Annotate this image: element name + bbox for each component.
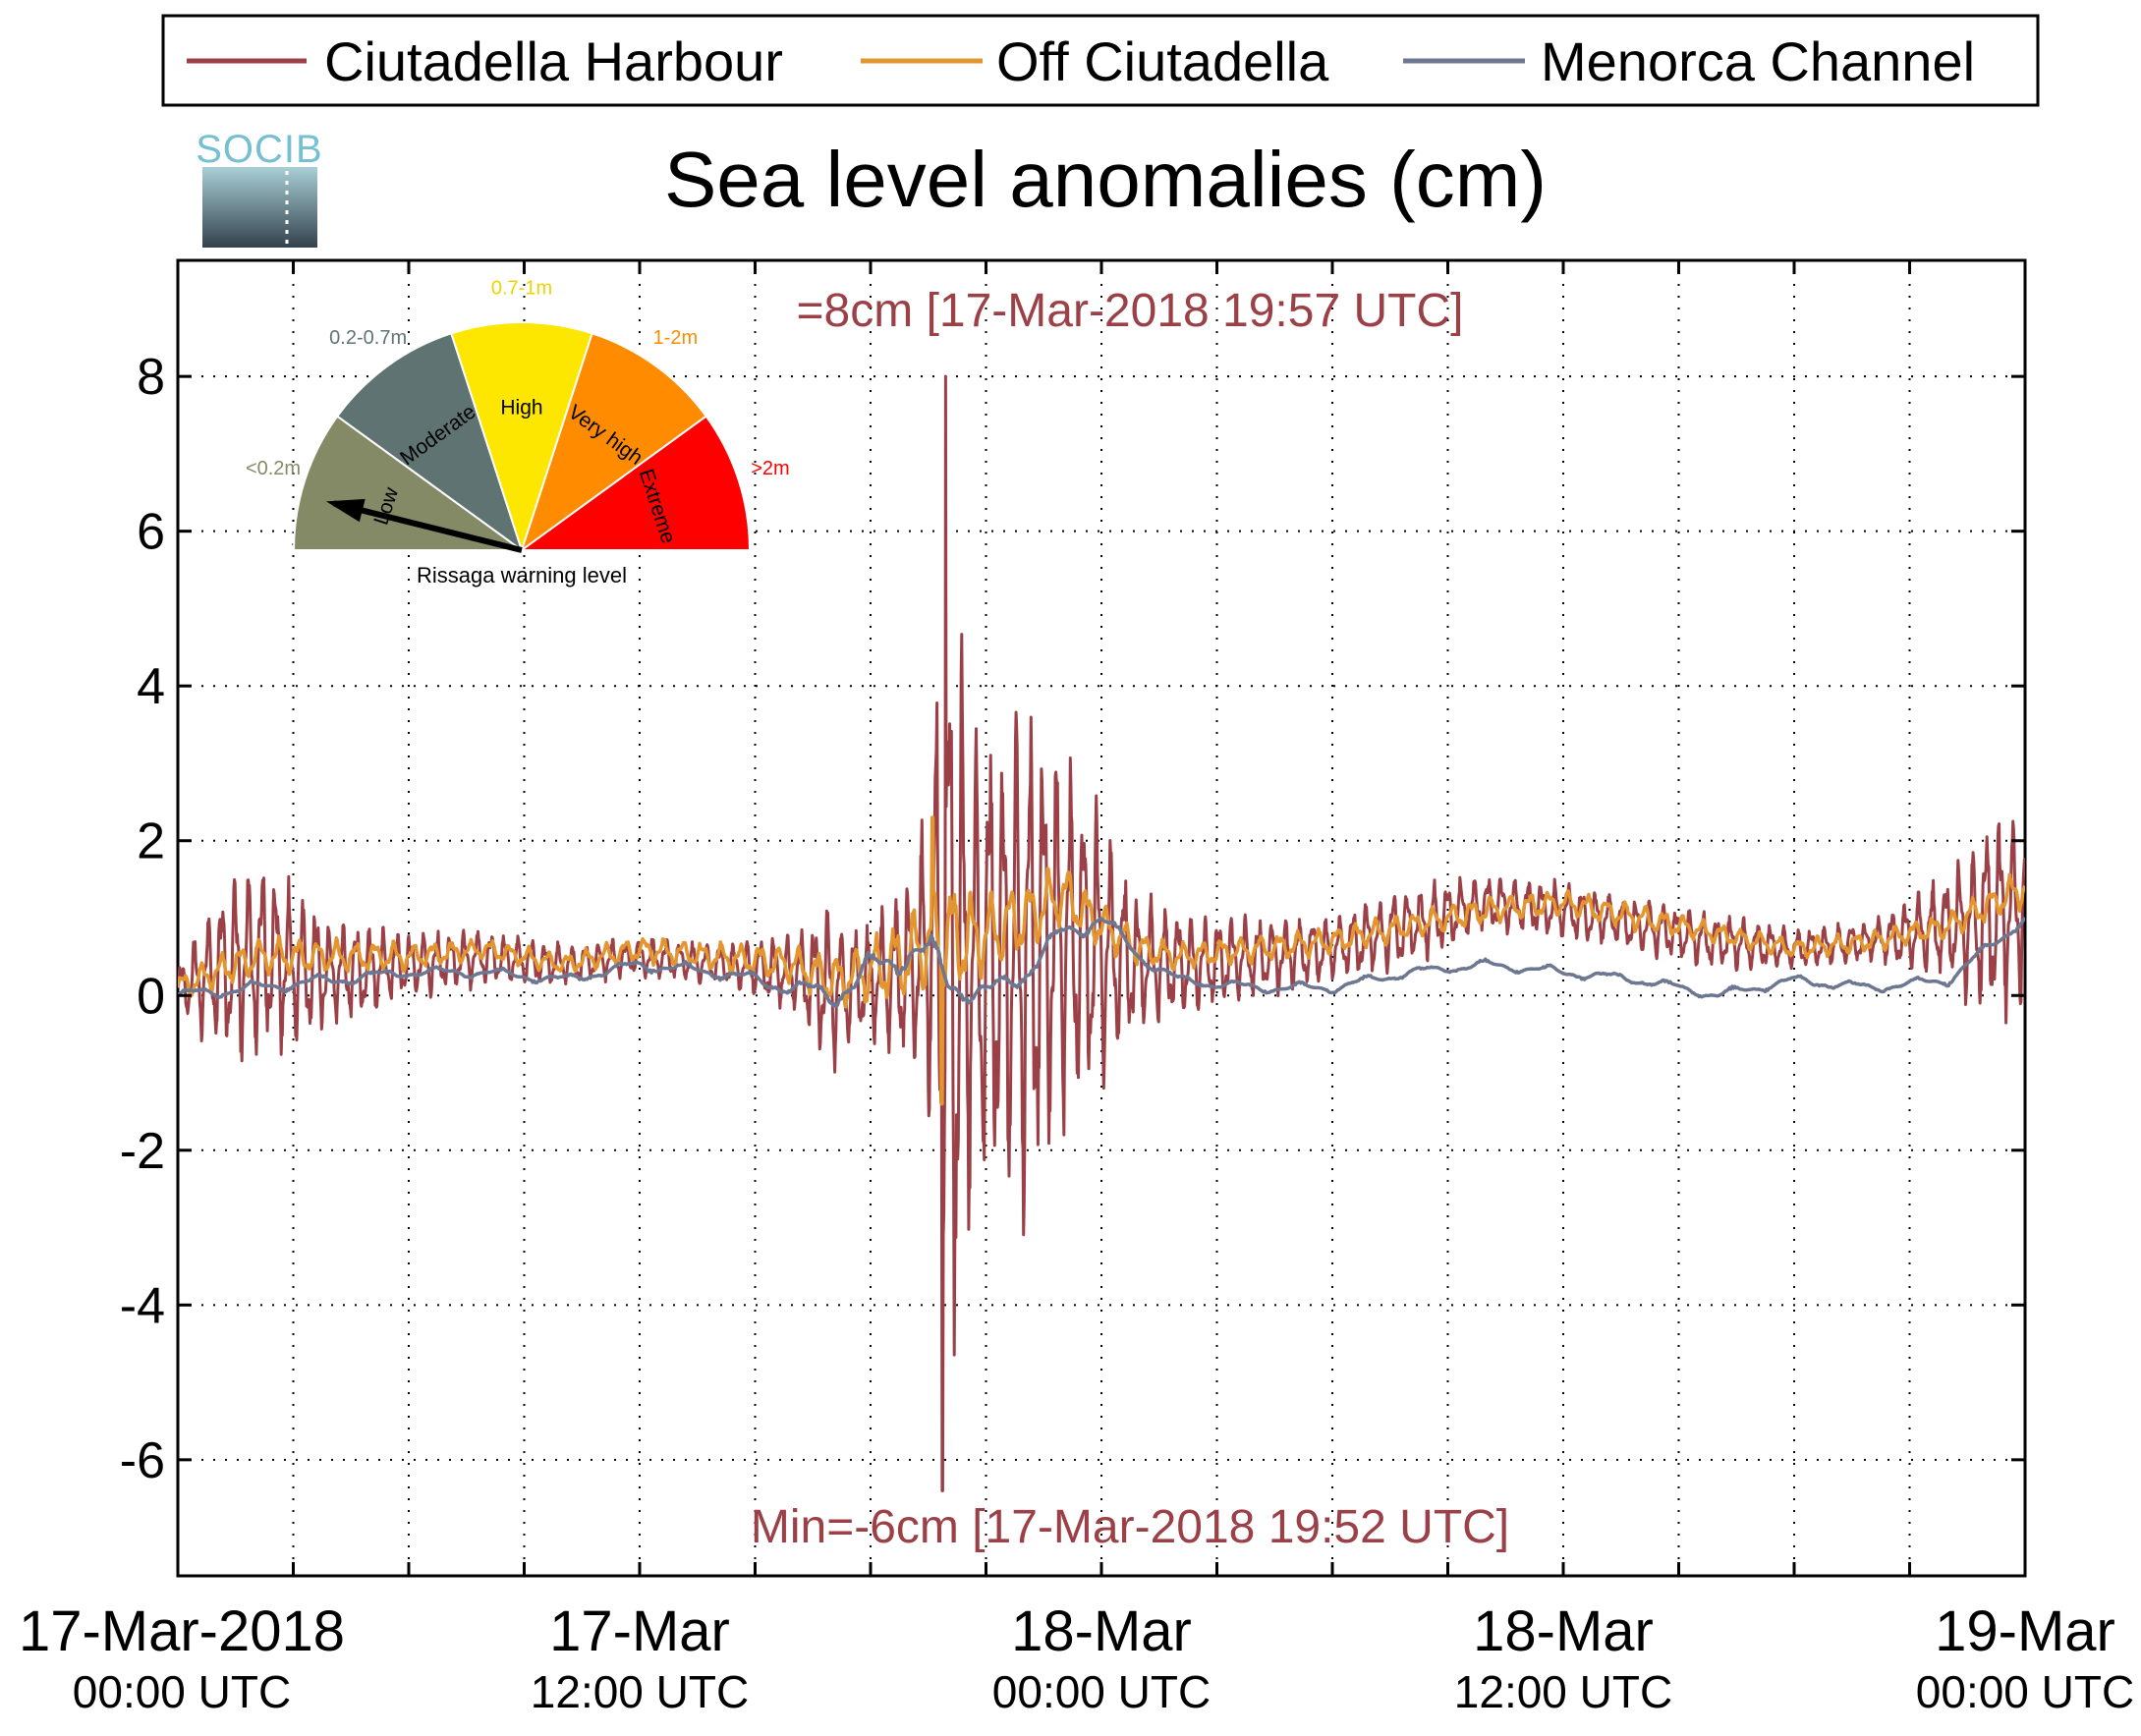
gauge-segment-low [292,415,526,551]
legend-entry-menorca-channel: Menorca Channel [1403,30,1975,92]
x-tick-label-date: 17-Mar [549,1599,730,1663]
gauge-range-low: <0.2m [246,458,301,479]
x-tick-label-date: 17-Mar-2018 [19,1599,345,1663]
socib-logo-block [202,167,317,248]
legend: Ciutadella Harbour Off Ciutadella Menorc… [161,14,2040,107]
series-line-menorca-channel [178,916,2025,1008]
series-layer [178,374,2025,1492]
x-tick-label-time: 00:00 UTC [1916,1666,2134,1717]
gauge-segment-moderate [335,332,524,553]
x-tick-label-time: 00:00 UTC [73,1666,291,1717]
legend-box [161,14,2040,107]
gauge-range-extreme: >2m [751,458,789,479]
gauge-caption: Rissaga warning level [417,563,627,588]
x-tick-label-time: 00:00 UTC [992,1666,1211,1717]
y-tick-label: -4 [120,1277,165,1334]
gauge-needle [332,500,523,553]
chart-title: Sea level anomalies (cm) [664,136,1547,223]
gauge-segment-very-high [520,332,708,553]
gauge-range-moderate: 0.2-0.7m [329,327,407,349]
y-tick-label: 2 [137,813,165,870]
gauge-range-very-high: 1-2m [653,327,699,349]
x-tick-label-time: 12:00 UTC [531,1666,749,1717]
y-tick-label: -6 [120,1432,165,1489]
series-line-off-ciutadella [178,815,2025,1106]
min-annotation: Min=-6cm [17-Mar-2018 19:52 UTC] [751,1501,1509,1553]
legend-label-ciutadella-harbour: Ciutadella Harbour [324,30,783,92]
gauge-segment-high [450,321,593,554]
legend-label-menorca-channel: Menorca Channel [1541,30,1975,92]
x-tick-label-date: 18-Mar [1473,1599,1654,1663]
legend-entry-off-ciutadella: Off Ciutadella [861,30,1329,92]
y-tick-label: 4 [137,658,165,715]
socib-logo-text: SOCIB [196,128,322,171]
gauge-label-high: High [500,397,542,420]
max-annotation: =8cm [17-Mar-2018 19:57 UTC] [797,285,1464,337]
legend-label-off-ciutadella: Off Ciutadella [996,30,1329,92]
y-tick-label: 8 [137,349,165,406]
y-tick-label: 0 [137,968,165,1025]
y-tick-label: -2 [120,1123,165,1180]
gauge-needle-head [325,498,366,523]
x-tick-label-date: 19-Mar [1935,1599,2115,1663]
x-tick-label-time: 12:00 UTC [1454,1666,1672,1717]
gauge-range-high: 0.7-1m [491,277,552,299]
x-tick-label-date: 18-Mar [1011,1599,1192,1663]
legend-entry-ciutadella-harbour: Ciutadella Harbour [187,30,783,92]
y-tick-label: 6 [137,504,165,561]
socib-logo: SOCIB [196,128,322,248]
gauge-segment-extreme [518,415,752,551]
